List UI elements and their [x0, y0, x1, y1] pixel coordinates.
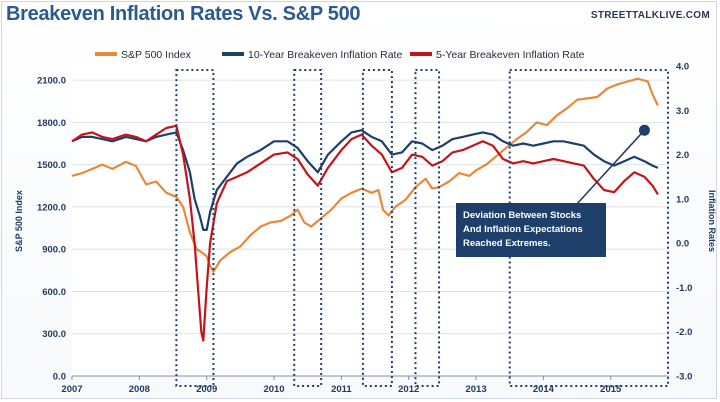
- y2-tick-label: 0.0: [676, 239, 689, 250]
- y-tick-label: 900.0: [42, 245, 66, 256]
- legend-label-1: 10-Year Breakeven Inflation Rate: [248, 49, 402, 61]
- highlight-box: [361, 69, 393, 387]
- y-tick-label: 300.0: [42, 329, 66, 340]
- x-tick-label: 2012: [398, 384, 419, 395]
- y-tick-label: 0.0: [53, 372, 66, 383]
- highlight-box: [293, 69, 323, 387]
- annotation-box: [456, 203, 606, 257]
- highlight-box: [175, 69, 215, 387]
- y2-axis-title: Inflation Rates: [707, 190, 717, 252]
- y2-tick-label: 1.0: [676, 194, 689, 205]
- y2-tick-label: -3.0: [676, 372, 692, 383]
- chart-title: Breakeven Inflation Rates Vs. S&P 500: [6, 3, 361, 25]
- y-tick-label: 1800.0: [37, 118, 66, 129]
- y-tick-label: 600.0: [42, 287, 66, 298]
- y2-tick-label: -2.0: [676, 327, 692, 338]
- highlight-box: [414, 69, 441, 387]
- annotation-leader: [575, 129, 646, 206]
- series-line-0: [71, 77, 659, 273]
- y2-tick-label: 4.0: [676, 62, 689, 73]
- y-tick-label: 2100.0: [37, 76, 66, 87]
- y2-tick-label: 2.0: [676, 150, 689, 161]
- x-tick-label: 2015: [600, 384, 622, 395]
- y2-tick-label: 3.0: [676, 106, 689, 117]
- x-tick-label: 2013: [465, 384, 486, 395]
- annotation-text-line: Reached Extremes.: [463, 238, 551, 249]
- y2-tick-label: -1.0: [676, 283, 692, 294]
- x-tick-label: 2011: [331, 384, 352, 395]
- source-label: STREETTALKLIVE.COM: [590, 10, 710, 21]
- x-tick-label: 2009: [196, 384, 217, 395]
- legend-label-2: 5-Year Breakeven Inflation Rate: [436, 49, 585, 61]
- annotation-text-line: Deviation Between Stocks: [463, 210, 581, 221]
- y-axis-title: S&P 500 Index: [14, 190, 24, 252]
- series-line-2: [71, 124, 659, 342]
- annotation-text-line: And Inflation Expectations: [463, 224, 583, 235]
- legend-label-0: S&P 500 Index: [121, 49, 192, 61]
- x-tick-label: 2007: [61, 384, 82, 395]
- x-tick-label: 2008: [129, 384, 150, 395]
- y-tick-label: 1200.0: [37, 202, 66, 213]
- y-tick-label: 1500.0: [37, 160, 66, 171]
- x-tick-label: 2010: [263, 384, 284, 395]
- annotation-marker: [638, 124, 650, 136]
- x-tick-label: 2014: [533, 384, 555, 395]
